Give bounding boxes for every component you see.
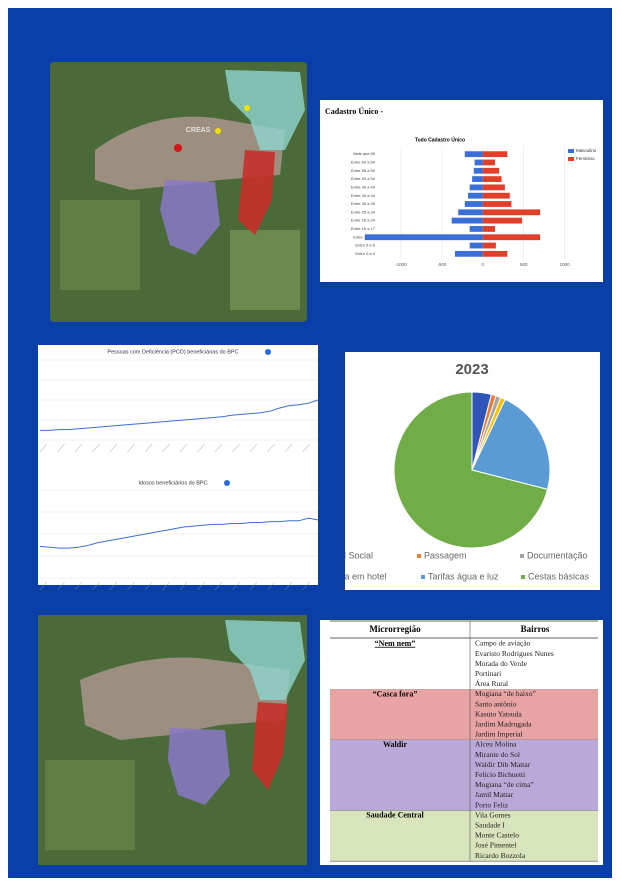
- bar: [468, 193, 483, 199]
- bairro: Vila Gomes: [475, 810, 511, 819]
- bar: [365, 234, 483, 240]
- table-group-row: [330, 690, 598, 741]
- bar: [483, 234, 540, 240]
- bairro: Kasuto Yatsuda: [475, 709, 522, 718]
- info-icon: [265, 349, 271, 355]
- y-tick-label: Entre 50 a 54: [351, 176, 376, 181]
- bar: [483, 201, 512, 207]
- group-name: Saudade Central: [366, 811, 424, 820]
- legend-label: Cestas básicas: [528, 571, 590, 581]
- bairro: Evaristo Rodrigues Nunes: [475, 649, 554, 658]
- page: CREAS 2023Aluguel SocialPassagemDocument…: [0, 0, 622, 886]
- legend-swatch: [421, 575, 425, 579]
- bairro: Waldir Dib Mattar: [475, 760, 531, 769]
- bairro: Santo antônio: [475, 699, 517, 708]
- bairro: Jardim Imperial: [475, 730, 523, 739]
- legend-label: Passagem: [424, 550, 467, 560]
- y-tick-label: Entre 0 a 4: [355, 251, 375, 256]
- bar: [465, 201, 483, 207]
- bar: [470, 243, 483, 249]
- legend-swatch: [417, 554, 421, 558]
- x-tick-label: -500: [437, 262, 447, 267]
- legend-swatch: [521, 575, 525, 579]
- legend-swatch: [568, 157, 574, 161]
- group-name: “Casca fora”: [373, 689, 418, 698]
- y-tick-label: Mais que 65: [353, 151, 376, 156]
- legend-label: Masculino: [576, 148, 597, 153]
- y-tick-label: Entre 18 a 24: [351, 218, 376, 223]
- bar: [483, 251, 508, 257]
- group-name: “Nem nem”: [375, 639, 416, 648]
- bairro: Mogiana “de cima”: [475, 780, 534, 789]
- bairro: Ricardo Bozzola: [475, 851, 526, 860]
- y-tick-label: Entre 40 a 44: [351, 193, 376, 198]
- bar: [483, 168, 499, 174]
- bar: [483, 226, 495, 232]
- bairro: Mirante do Sol: [475, 750, 520, 759]
- bairro: Campo de aviação: [475, 639, 531, 648]
- bar: [455, 251, 483, 257]
- bairro: Monte Castelo: [475, 831, 519, 840]
- y-tick-label: Entre 35 a 39: [351, 201, 376, 206]
- group-name: Waldir: [383, 740, 407, 749]
- table-header: Microrregião: [369, 624, 421, 634]
- chart-title: 2023: [455, 361, 488, 378]
- bar: [470, 184, 483, 190]
- map-label: CREAS: [186, 127, 210, 134]
- chart-title: Cadastro Único -: [325, 106, 383, 116]
- bar: [458, 209, 483, 215]
- bairro: Jamil Mattar: [475, 790, 514, 799]
- bairro: Área Rural: [475, 678, 508, 688]
- bar: [483, 243, 496, 249]
- bar: [483, 184, 505, 190]
- bairro: Porto Feliz: [475, 800, 509, 809]
- chart-title: Pessoas com Deficiência (PCD) beneficiár…: [107, 349, 238, 355]
- y-tick-label: Entre 55 a 59: [351, 168, 376, 173]
- x-tick-label: -1000: [395, 262, 407, 267]
- bar: [483, 160, 495, 166]
- legend-label: Feminino: [576, 156, 595, 161]
- legend-label: Tarifas água e luz: [428, 571, 499, 581]
- bairro: Morada do Verde: [475, 659, 528, 668]
- x-tick-label: 500: [520, 262, 528, 267]
- bairro: Saudade I: [475, 821, 505, 830]
- chart-subtitle: Todo Cadastro Único: [415, 136, 465, 143]
- bairro: Felício Bichuetti: [475, 770, 525, 779]
- bar: [474, 168, 483, 174]
- bairro: José Pimentel: [475, 841, 516, 850]
- bar: [483, 218, 522, 224]
- line-panel: [38, 345, 318, 585]
- map-image: [50, 62, 307, 322]
- bairro: Jardim Madrugada: [475, 720, 532, 729]
- bar: [465, 151, 483, 157]
- y-tick-label: Entre 16 a 17: [351, 226, 376, 231]
- bar: [483, 209, 540, 215]
- legend-swatch: [520, 554, 524, 558]
- legend-label: Documentação: [527, 550, 588, 560]
- y-tick-label: Entre 25 a 34: [351, 209, 376, 214]
- y-tick-label: Entre 45 a 49: [351, 184, 376, 189]
- bar: [452, 218, 483, 224]
- bar: [472, 176, 483, 182]
- y-tick-label: Entre 60 a 64: [351, 160, 376, 165]
- bar: [483, 176, 502, 182]
- info-icon: [224, 480, 230, 486]
- bairro: Alceu Molina: [475, 740, 517, 749]
- y-tick-label: Entre 5 a 6: [355, 243, 375, 248]
- chart-title: Idosos beneficiários do BPC: [138, 480, 207, 486]
- legend-swatch: [568, 149, 574, 153]
- table-group-row: [330, 639, 598, 690]
- x-tick-label: 1000: [560, 262, 571, 267]
- table-group-row: [330, 740, 598, 811]
- bar: [470, 226, 483, 232]
- bar: [483, 193, 510, 199]
- bairro: Mogiana “de baixo”: [475, 689, 536, 698]
- map-image: [38, 615, 307, 865]
- bar: [475, 160, 483, 166]
- bairro: Portinari: [475, 669, 501, 678]
- table-header: Bairros: [521, 624, 550, 634]
- bar: [483, 151, 508, 157]
